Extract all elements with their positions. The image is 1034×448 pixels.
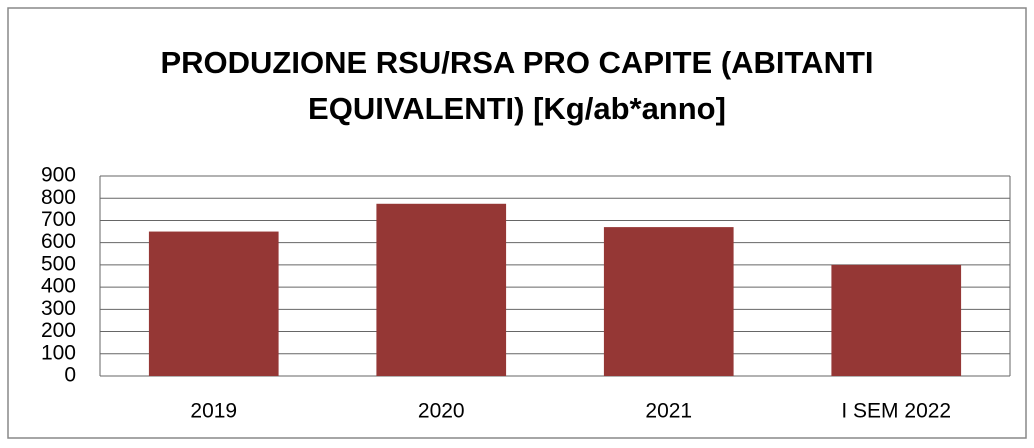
bar: [831, 264, 962, 376]
x-tick-label: 2021: [645, 400, 692, 423]
x-tick-label: 2019: [190, 400, 237, 423]
y-tick-label: 0: [64, 364, 76, 387]
y-tick-label: 800: [41, 186, 76, 209]
y-tick-label: 300: [41, 297, 76, 320]
y-tick-label: 700: [41, 208, 76, 231]
x-tick-label: 2020: [418, 400, 465, 423]
y-tick-label: 400: [41, 275, 76, 298]
y-tick-label: 900: [41, 164, 76, 187]
x-tick-label: I SEM 2022: [841, 400, 951, 423]
bar: [603, 227, 734, 376]
y-tick-label: 600: [41, 230, 76, 253]
chart-title: PRODUZIONE RSU/RSA PRO CAPITE (ABITANTI …: [160, 45, 874, 126]
y-tick-label: 500: [41, 252, 76, 275]
y-tick-label: 200: [41, 319, 76, 342]
y-tick-label: 100: [41, 341, 76, 364]
bar: [376, 203, 507, 376]
bar: [148, 231, 279, 376]
